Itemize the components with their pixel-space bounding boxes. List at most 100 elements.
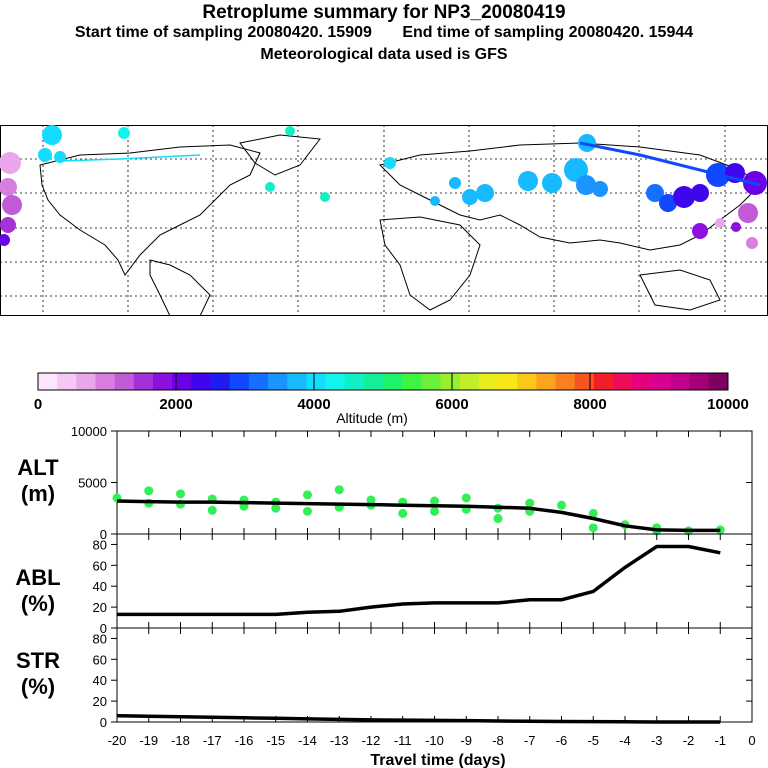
plume-marker: [576, 175, 596, 195]
colorbar-cell: [536, 373, 556, 390]
alt-panel: 0 5000 10000: [71, 424, 753, 542]
colorbar-cell: [191, 373, 211, 390]
plume-marker: [320, 192, 330, 202]
abl-label: ABL: [15, 565, 61, 590]
altitude-point: [334, 485, 344, 495]
x-tick-label: -5: [587, 733, 599, 748]
y-tick-label: 20: [93, 600, 107, 615]
abl-panel: 0 20 40 60 80: [93, 533, 753, 636]
x-tick-label: -1: [714, 733, 726, 748]
altitude-point: [303, 506, 312, 516]
plume-markers: [0, 125, 767, 249]
plume-marker: [285, 126, 295, 136]
altitude-point: [493, 514, 503, 524]
alt-line: [116, 499, 721, 533]
altitude-point: [207, 505, 217, 515]
x-tick-label: 0: [748, 733, 755, 748]
plume-marker: [738, 203, 758, 223]
y-tick-label: 40: [93, 579, 107, 594]
y-tick-label: 40: [93, 673, 107, 688]
sampling-times: Start time of sampling 20080420. 15909 E…: [0, 24, 768, 42]
colorbar-cell: [440, 373, 461, 390]
plume-marker: [715, 218, 725, 228]
str-panel: 0 20 40 60 80: [93, 627, 753, 730]
x-tick-label: -2: [683, 733, 695, 748]
altitude-point: [398, 508, 408, 518]
plume-marker: [0, 234, 10, 246]
colorbar-tick-label: 0: [34, 396, 42, 413]
colorbar-cell: [325, 373, 346, 390]
plume-marker: [542, 173, 562, 193]
plume-marker: [0, 152, 21, 174]
abl-unit: (%): [20, 591, 56, 616]
colorbar-cell: [153, 373, 173, 390]
colorbar-tick-label: 6000: [435, 396, 468, 413]
colorbar-cell: [172, 373, 192, 390]
abl-panel-label: ABL (%): [3, 565, 73, 617]
altitude-colorbar: 0 2000 4000 6000 8000 10000 Altitude (m): [34, 372, 749, 426]
colorbar-cell: [574, 373, 595, 390]
alt-label: ALT: [17, 455, 59, 480]
colorbar-cell: [76, 373, 96, 390]
colorbar-cell: [95, 373, 116, 390]
y-tick-label: 5000: [78, 476, 107, 491]
colorbar-cell: [344, 373, 365, 390]
colorbar-cell: [402, 373, 422, 390]
chart-title: Retroplume summary for NP3_20080419: [202, 2, 566, 23]
colorbar-cell: [459, 373, 480, 390]
colorbar-tick-label: 10000: [707, 396, 749, 413]
colorbar-cell: [306, 373, 326, 390]
start-time-label: Start time of sampling 20080420. 15909: [74, 24, 372, 41]
x-tick-label: -20: [108, 733, 127, 748]
x-tick-labels: -20 -19 -18 -17 -16 -15 -14 -13 -12 -11 -10 -9 -8 -7-…: [108, 733, 756, 748]
str-unit: (%): [20, 674, 56, 699]
plume-marker: [0, 217, 16, 233]
colorbar-cell: [363, 373, 384, 390]
alt-unit: (m): [20, 481, 56, 506]
colorbar-cell: [670, 373, 691, 390]
colorbar-cell: [287, 373, 307, 390]
plume-marker: [673, 186, 695, 208]
plume-marker: [118, 127, 130, 139]
plume-marker: [384, 157, 396, 169]
plume-marker: [0, 178, 17, 196]
altitude-point: [461, 493, 471, 503]
x-tick-label: -19: [139, 733, 158, 748]
colorbar-cell: [210, 373, 231, 390]
plume-marker: [265, 182, 275, 192]
colorbar-cell: [114, 373, 135, 390]
colorbar-cell: [613, 373, 633, 390]
y-tick-label: 0: [100, 621, 107, 636]
plume-marker: [746, 237, 758, 249]
colorbar-cell: [38, 373, 58, 390]
colorbar-ticks: 0 2000 4000 6000 8000 10000: [34, 373, 749, 413]
colorbar-cell: [689, 373, 710, 390]
altitude-point: [176, 489, 185, 499]
colorbar-cell: [421, 373, 441, 390]
x-tick-label: -18: [171, 733, 190, 748]
plume-marker: [54, 151, 66, 163]
plume-marker: [659, 194, 677, 212]
plume-marker: [38, 148, 52, 162]
plume-marker: [518, 171, 538, 191]
end-time-label: End time of sampling 20080420. 15944: [402, 24, 694, 41]
x-tick-label: -12: [362, 733, 381, 748]
plume-marker: [731, 222, 741, 232]
altitude-point: [303, 490, 312, 500]
colorbar-cell: [517, 373, 537, 390]
colorbar-cell: [651, 373, 671, 390]
x-tick-label: -14: [298, 733, 317, 748]
plume-marker: [462, 189, 478, 205]
y-tick-label: 0: [100, 715, 107, 730]
x-tick-label: -4: [619, 733, 631, 748]
altitude-point: [588, 523, 598, 533]
x-axis-title: Travel time (days): [370, 752, 505, 768]
plume-marker: [476, 184, 494, 202]
colorbar-cell: [708, 373, 729, 390]
colorbar-cell: [498, 373, 518, 390]
altitude-point: [525, 498, 535, 508]
plume-marker: [692, 223, 708, 239]
x-tick-label: -9: [460, 733, 472, 748]
altitude-point: [430, 506, 439, 516]
